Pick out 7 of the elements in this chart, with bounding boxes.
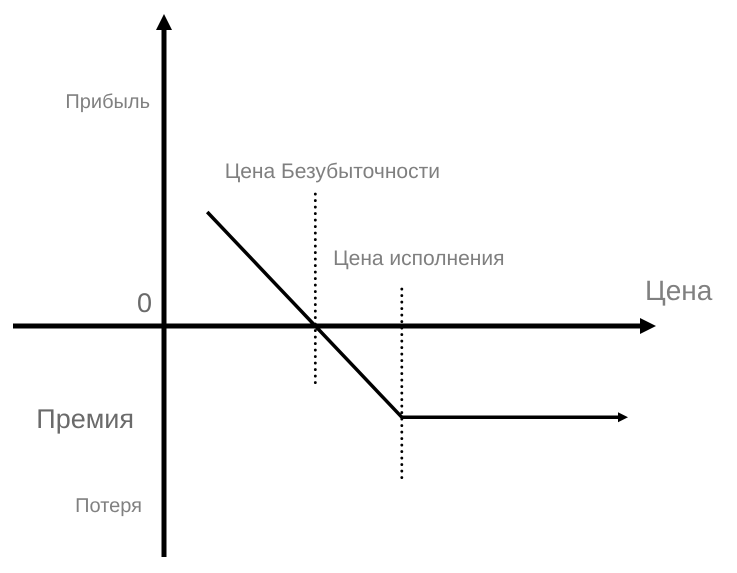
text: 0: [136, 288, 152, 318]
x-axis-title: Цена: [645, 275, 713, 306]
text: Премия: [36, 404, 134, 434]
annotation: Цена исполнения: [333, 247, 504, 270]
text: Потеря: [75, 495, 142, 517]
text: Цена Безубыточности: [224, 160, 440, 183]
text: Прибыль: [65, 91, 150, 113]
